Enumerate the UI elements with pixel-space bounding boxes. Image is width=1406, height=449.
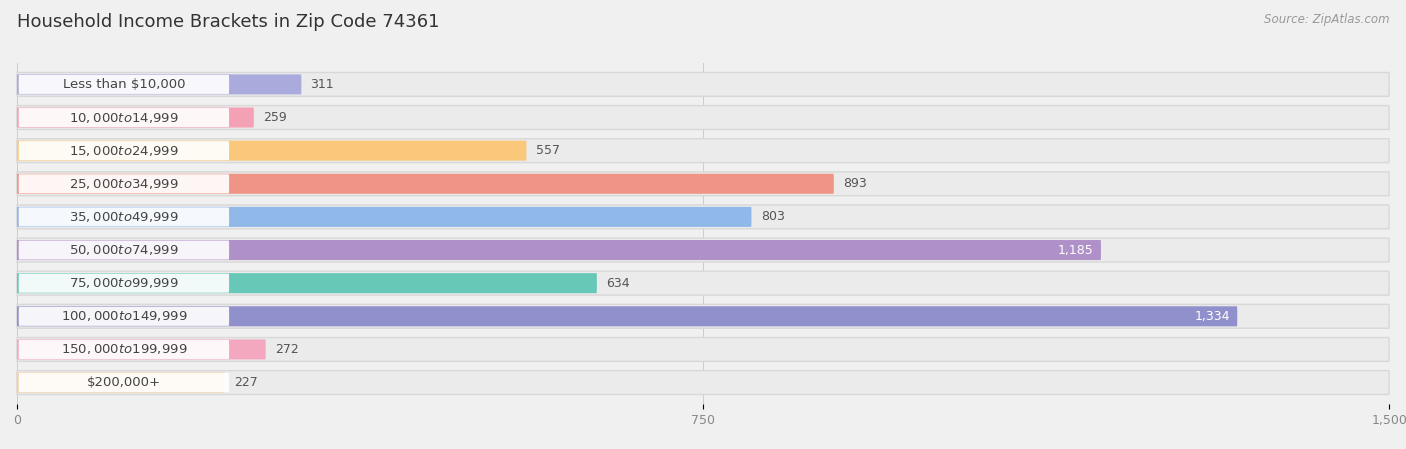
FancyBboxPatch shape xyxy=(17,339,266,360)
Text: $35,000 to $49,999: $35,000 to $49,999 xyxy=(69,210,179,224)
Text: $150,000 to $199,999: $150,000 to $199,999 xyxy=(60,343,187,357)
Text: $25,000 to $34,999: $25,000 to $34,999 xyxy=(69,177,179,191)
FancyBboxPatch shape xyxy=(17,72,1389,97)
FancyBboxPatch shape xyxy=(17,273,598,293)
FancyBboxPatch shape xyxy=(17,174,834,194)
FancyBboxPatch shape xyxy=(18,108,229,127)
Text: $10,000 to $14,999: $10,000 to $14,999 xyxy=(69,110,179,124)
FancyBboxPatch shape xyxy=(18,273,229,293)
Text: Less than $10,000: Less than $10,000 xyxy=(63,78,186,91)
Text: $75,000 to $99,999: $75,000 to $99,999 xyxy=(69,276,179,290)
Text: 1,185: 1,185 xyxy=(1057,243,1094,256)
Text: $15,000 to $24,999: $15,000 to $24,999 xyxy=(69,144,179,158)
Text: 634: 634 xyxy=(606,277,630,290)
FancyBboxPatch shape xyxy=(17,370,1389,395)
FancyBboxPatch shape xyxy=(17,106,1389,129)
FancyBboxPatch shape xyxy=(18,75,229,94)
FancyBboxPatch shape xyxy=(17,373,225,392)
Text: 893: 893 xyxy=(844,177,866,190)
FancyBboxPatch shape xyxy=(18,307,229,326)
FancyBboxPatch shape xyxy=(17,207,751,227)
FancyBboxPatch shape xyxy=(18,373,229,392)
FancyBboxPatch shape xyxy=(17,306,1237,326)
FancyBboxPatch shape xyxy=(17,172,1389,196)
FancyBboxPatch shape xyxy=(17,240,1101,260)
FancyBboxPatch shape xyxy=(17,338,1389,361)
FancyBboxPatch shape xyxy=(18,207,229,226)
Text: 803: 803 xyxy=(761,211,785,224)
FancyBboxPatch shape xyxy=(17,205,1389,229)
FancyBboxPatch shape xyxy=(17,139,1389,163)
Text: 557: 557 xyxy=(536,144,560,157)
FancyBboxPatch shape xyxy=(18,141,229,160)
Text: $50,000 to $74,999: $50,000 to $74,999 xyxy=(69,243,179,257)
FancyBboxPatch shape xyxy=(17,304,1389,328)
FancyBboxPatch shape xyxy=(17,141,526,161)
FancyBboxPatch shape xyxy=(17,271,1389,295)
Text: Source: ZipAtlas.com: Source: ZipAtlas.com xyxy=(1264,13,1389,26)
FancyBboxPatch shape xyxy=(17,238,1389,262)
Text: Household Income Brackets in Zip Code 74361: Household Income Brackets in Zip Code 74… xyxy=(17,13,439,31)
FancyBboxPatch shape xyxy=(18,241,229,260)
Text: 311: 311 xyxy=(311,78,335,91)
FancyBboxPatch shape xyxy=(18,174,229,194)
Text: 259: 259 xyxy=(263,111,287,124)
FancyBboxPatch shape xyxy=(17,107,254,128)
FancyBboxPatch shape xyxy=(18,340,229,359)
Text: $200,000+: $200,000+ xyxy=(87,376,160,389)
FancyBboxPatch shape xyxy=(17,75,301,94)
Text: 1,334: 1,334 xyxy=(1195,310,1230,323)
Text: 227: 227 xyxy=(233,376,257,389)
Text: 272: 272 xyxy=(274,343,298,356)
Text: $100,000 to $149,999: $100,000 to $149,999 xyxy=(60,309,187,323)
